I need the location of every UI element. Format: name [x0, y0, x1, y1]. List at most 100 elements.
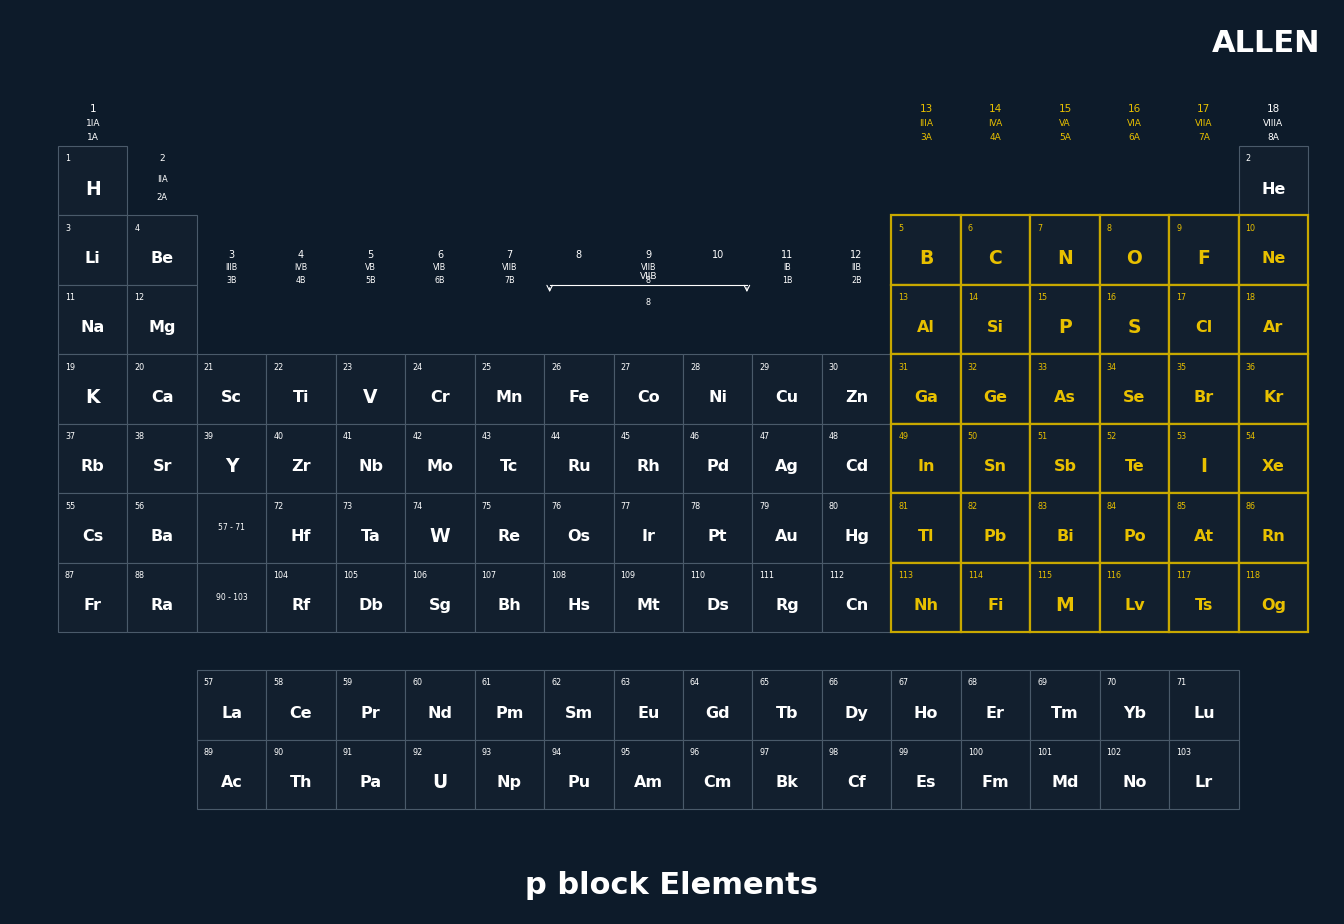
Text: Ti: Ti — [293, 390, 309, 405]
Text: Tc: Tc — [500, 459, 519, 474]
Text: In: In — [918, 459, 935, 474]
Text: Au: Au — [775, 529, 800, 544]
Text: 3B: 3B — [226, 276, 237, 285]
Bar — [891, 563, 961, 632]
Bar — [128, 424, 196, 493]
Bar — [1169, 739, 1239, 809]
Text: 44: 44 — [551, 432, 560, 441]
Text: 4A: 4A — [989, 133, 1001, 142]
Text: 12: 12 — [134, 293, 145, 302]
Bar — [683, 739, 753, 809]
Text: 53: 53 — [1176, 432, 1187, 441]
Text: 31: 31 — [898, 362, 909, 371]
Bar — [196, 354, 266, 424]
Text: Fe: Fe — [569, 390, 590, 405]
Text: 27: 27 — [621, 362, 630, 371]
Bar — [614, 670, 683, 739]
Text: 20: 20 — [134, 362, 145, 371]
Text: 1A: 1A — [87, 133, 98, 142]
Text: 18: 18 — [1246, 293, 1255, 302]
Text: 115: 115 — [1038, 571, 1052, 580]
Bar — [961, 670, 1031, 739]
Text: Pb: Pb — [984, 529, 1007, 544]
Bar — [961, 739, 1031, 809]
Text: At: At — [1193, 529, 1214, 544]
Text: Nh: Nh — [914, 598, 938, 614]
Text: 84: 84 — [1106, 502, 1117, 511]
Bar — [1031, 354, 1099, 424]
Text: 64: 64 — [689, 678, 700, 687]
Text: Lv: Lv — [1124, 598, 1145, 614]
Text: 82: 82 — [968, 502, 978, 511]
Bar — [891, 424, 961, 493]
Bar — [614, 493, 683, 563]
Text: 87: 87 — [65, 571, 75, 580]
Text: Pa: Pa — [359, 775, 382, 790]
Text: 3: 3 — [228, 249, 235, 260]
Bar — [683, 493, 753, 563]
Bar — [1239, 563, 1308, 632]
Bar — [336, 670, 406, 739]
Text: 11: 11 — [65, 293, 75, 302]
Text: Dy: Dy — [845, 706, 868, 721]
Text: 39: 39 — [204, 432, 214, 441]
Bar — [1031, 563, 1099, 632]
Bar — [544, 354, 614, 424]
Text: Ds: Ds — [707, 598, 730, 614]
Text: Lu: Lu — [1193, 706, 1215, 721]
Text: VB: VB — [366, 263, 376, 273]
Text: Db: Db — [358, 598, 383, 614]
Text: IIB: IIB — [852, 263, 862, 273]
Text: Ar: Ar — [1263, 321, 1284, 335]
Bar — [961, 424, 1031, 493]
Bar — [683, 563, 753, 632]
Bar — [614, 739, 683, 809]
Text: 112: 112 — [829, 571, 844, 580]
Text: 95: 95 — [621, 748, 630, 757]
Text: VIA: VIA — [1128, 119, 1142, 128]
Text: 13: 13 — [898, 293, 909, 302]
Bar — [196, 424, 266, 493]
Text: 71: 71 — [1176, 678, 1187, 687]
Bar — [614, 563, 683, 632]
Text: Ta: Ta — [360, 529, 380, 544]
Bar — [544, 493, 614, 563]
Text: Pt: Pt — [708, 529, 727, 544]
Text: 11: 11 — [781, 249, 793, 260]
Text: Rg: Rg — [775, 598, 800, 614]
Text: VIIIA: VIIIA — [1263, 119, 1284, 128]
Text: Mt: Mt — [637, 598, 660, 614]
Text: IVA: IVA — [988, 119, 1003, 128]
Text: Xe: Xe — [1262, 459, 1285, 474]
Text: 1B: 1B — [782, 276, 793, 285]
Text: 7: 7 — [1038, 224, 1043, 233]
Bar — [1031, 493, 1099, 563]
Text: Li: Li — [85, 251, 101, 266]
Bar — [1239, 285, 1308, 354]
Text: 89: 89 — [204, 748, 214, 757]
Text: Gd: Gd — [706, 706, 730, 721]
Bar — [128, 493, 196, 563]
Text: 118: 118 — [1246, 571, 1261, 580]
Text: Sc: Sc — [222, 390, 242, 405]
Text: 3: 3 — [65, 224, 70, 233]
Bar — [891, 493, 961, 563]
Text: 72: 72 — [273, 502, 284, 511]
Bar — [683, 354, 753, 424]
Text: 7A: 7A — [1198, 133, 1210, 142]
Bar — [823, 563, 891, 632]
Text: 5: 5 — [898, 224, 903, 233]
Bar — [474, 739, 544, 809]
Text: 33: 33 — [1038, 362, 1047, 371]
Text: 57: 57 — [204, 678, 214, 687]
Text: 5: 5 — [367, 249, 374, 260]
Text: Og: Og — [1261, 598, 1286, 614]
Text: Sm: Sm — [564, 706, 593, 721]
Text: Np: Np — [497, 775, 521, 790]
Bar — [406, 563, 474, 632]
Text: 90 - 103: 90 - 103 — [216, 593, 247, 602]
Bar — [753, 739, 823, 809]
Text: 107: 107 — [481, 571, 497, 580]
Text: Pd: Pd — [706, 459, 730, 474]
Bar — [823, 739, 891, 809]
